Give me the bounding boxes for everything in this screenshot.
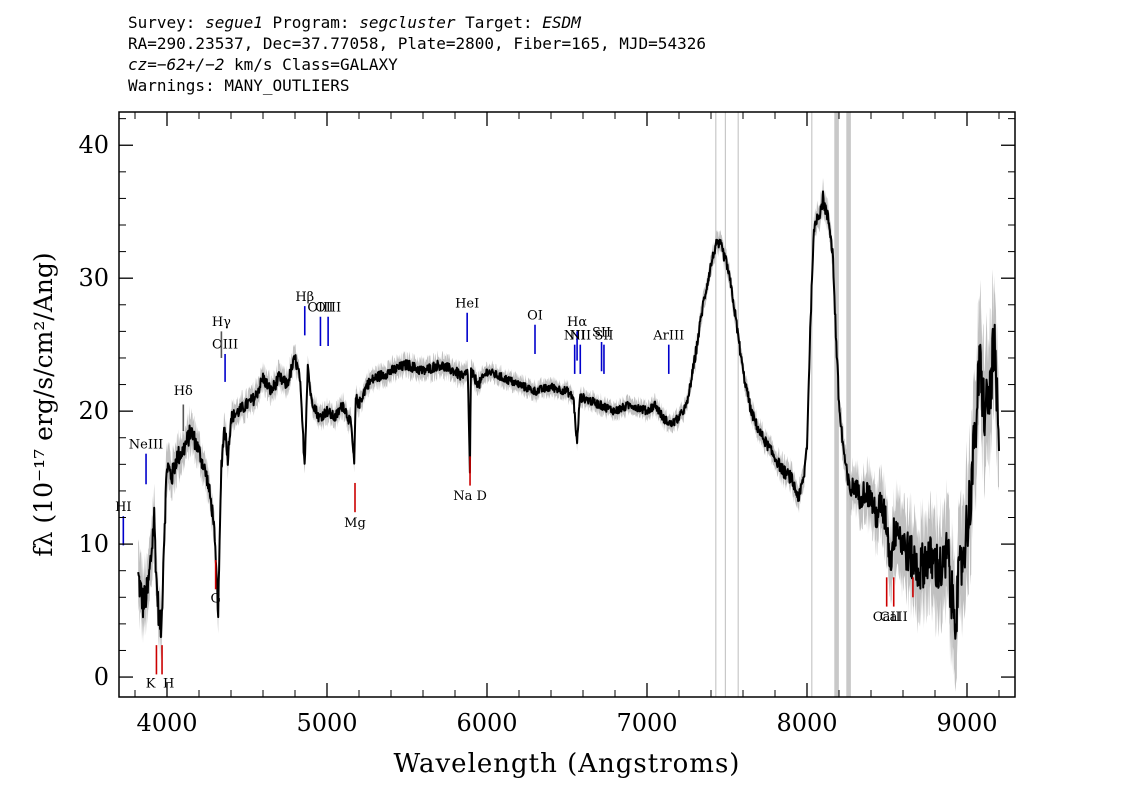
emission-line-label-5: HeI bbox=[455, 296, 479, 311]
x-tick-label-2: 6000 bbox=[456, 709, 517, 737]
absorption-line-label-2: G bbox=[210, 592, 220, 607]
header-line-warnings: Warnings: MANY_OUTLIERS bbox=[128, 76, 350, 95]
emission-line-label-2: Hβ bbox=[295, 290, 314, 305]
absorption-line-label-5: CaII bbox=[873, 610, 901, 625]
absorption-line-label-1: H bbox=[163, 677, 174, 692]
cz-label: cz= bbox=[128, 55, 157, 74]
x-tick-label-5: 9000 bbox=[936, 709, 997, 737]
emission-line-label-8: Hα bbox=[567, 315, 587, 330]
y-tick-label-0: 0 bbox=[94, 663, 109, 691]
cz-value: −62+/−2 bbox=[156, 55, 225, 74]
emission-line-label-13: HI bbox=[115, 500, 131, 515]
emission-line-label-11: SII bbox=[594, 328, 613, 343]
program-value: segcluster bbox=[359, 13, 456, 32]
plot-frame bbox=[118, 111, 1016, 698]
class-text: km/s Class=GALAXY bbox=[224, 55, 398, 74]
error-band bbox=[138, 177, 999, 692]
emission-line-label-6: OI bbox=[527, 308, 543, 323]
x-tick-label-0: 4000 bbox=[136, 709, 197, 737]
header-line-survey: Survey: segue1 Program: segcluster Targe… bbox=[128, 12, 706, 33]
absorption-line-label-0: K bbox=[146, 677, 156, 692]
spectrum-line bbox=[137, 190, 1000, 640]
emission-line-label-3: OIII bbox=[307, 300, 333, 315]
plot-area bbox=[137, 112, 1000, 697]
survey-label: Survey: bbox=[128, 13, 206, 32]
emission-line-label-9: NII bbox=[569, 328, 591, 343]
balmer-line-label-0: Hγ bbox=[212, 315, 231, 330]
program-label: Program: bbox=[262, 13, 360, 32]
emission-line-label-1: OIII bbox=[212, 338, 238, 353]
target-value: ESDM bbox=[542, 13, 581, 32]
absorption-line-label-6: CaII bbox=[880, 610, 908, 625]
absorption-line-label-4: Na D bbox=[453, 489, 487, 504]
absorption-line-label-3: Mg bbox=[344, 516, 366, 531]
x-tick-label-4: 8000 bbox=[776, 709, 837, 737]
emission-line-label-4: OIII bbox=[315, 300, 341, 315]
emission-line-label-12: ArIII bbox=[652, 328, 684, 343]
survey-value: segue1 bbox=[205, 13, 263, 32]
header-line-redshift: cz=−62+/−2 km/s Class=GALAXY bbox=[128, 54, 706, 75]
x-axis-label: Wavelength (Angstroms) bbox=[394, 749, 741, 779]
emission-line-label-0: NeIII bbox=[129, 437, 163, 452]
y-tick-label-2: 20 bbox=[78, 397, 109, 425]
target-label: Target: bbox=[455, 13, 543, 32]
spectrum-header: Survey: segue1 Program: segcluster Targe… bbox=[128, 12, 706, 96]
header-line-coordinates: RA=290.23537, Dec=37.77058, Plate=2800, … bbox=[128, 34, 706, 53]
x-tick-label-3: 7000 bbox=[616, 709, 677, 737]
y-tick-label-1: 10 bbox=[78, 530, 109, 558]
y-tick-label-4: 40 bbox=[78, 131, 109, 159]
emission-line-label-7: NII bbox=[564, 328, 586, 343]
x-tick-label-1: 5000 bbox=[296, 709, 357, 737]
y-axis-label: fλ (10⁻¹⁷ erg/s/cm²/Ang) bbox=[29, 252, 58, 556]
balmer-line-label-1: Hδ bbox=[174, 384, 193, 399]
emission-line-label-10: SII bbox=[592, 326, 611, 341]
y-tick-label-3: 30 bbox=[78, 264, 109, 292]
